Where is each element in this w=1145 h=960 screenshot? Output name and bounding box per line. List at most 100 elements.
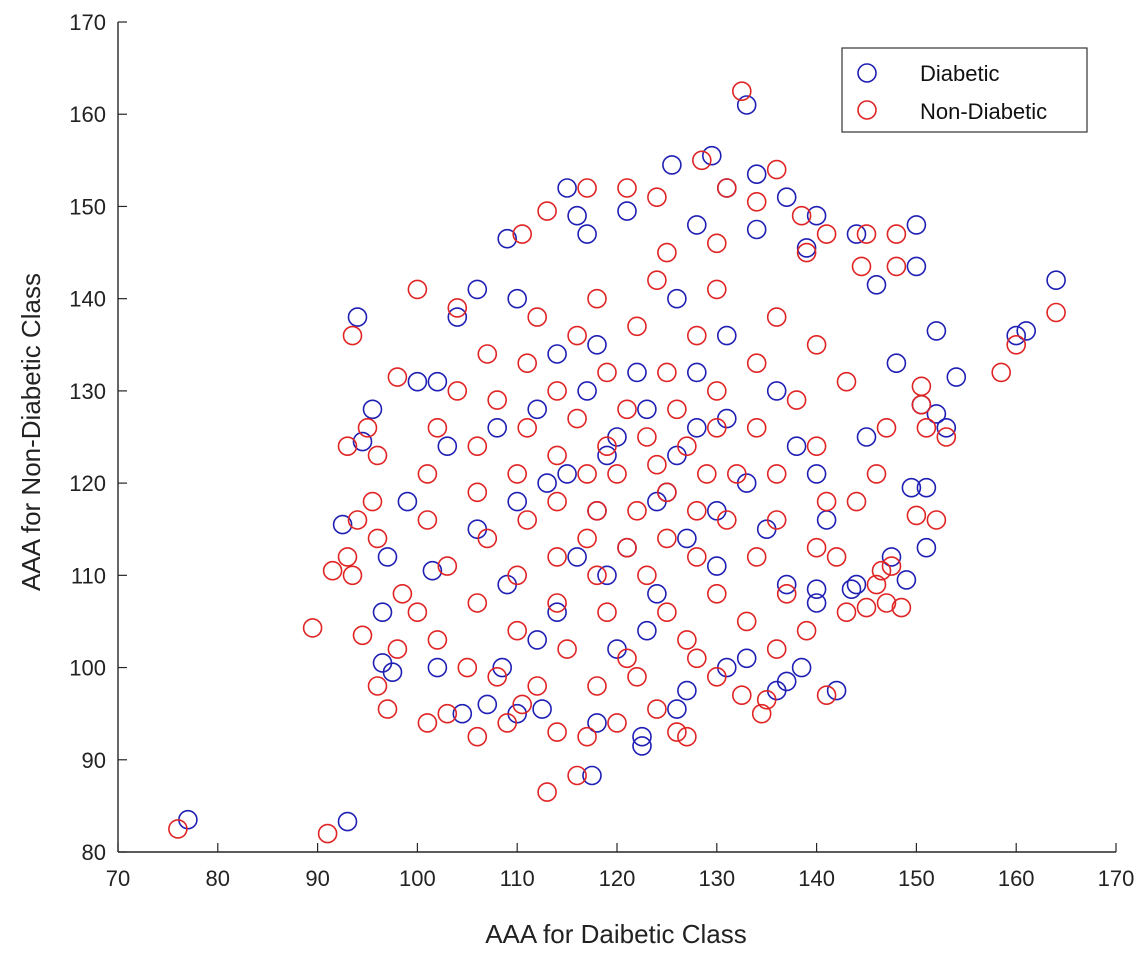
data-point [417, 713, 438, 733]
data-point [557, 639, 577, 659]
y-tick-label: 120 [69, 471, 106, 496]
data-point [527, 399, 548, 420]
data-point [746, 353, 767, 374]
data-point [806, 579, 827, 600]
data-point [567, 408, 587, 429]
data-point [806, 593, 827, 613]
data-point [497, 574, 518, 595]
data-point [607, 639, 627, 659]
data-point [362, 491, 383, 512]
data-point [577, 726, 597, 747]
x-tick-label: 110 [500, 866, 535, 891]
y-tick-label: 160 [69, 102, 106, 127]
data-point [806, 334, 827, 355]
data-point [856, 597, 877, 618]
data-point [706, 556, 727, 576]
data-point [577, 178, 597, 198]
data-point [856, 427, 877, 447]
data-point [527, 630, 548, 650]
data-point [836, 371, 857, 392]
data-point [836, 602, 857, 623]
data-point [706, 417, 727, 438]
data-point [467, 519, 488, 540]
x-tick-label: 120 [599, 866, 636, 891]
data-point [926, 404, 947, 424]
y-axis-title: AAA for Non-Diabetic Class [16, 273, 46, 591]
data-point [587, 565, 607, 586]
data-point [422, 560, 443, 581]
data-point [467, 593, 488, 613]
data-point [587, 334, 607, 355]
data-point [746, 219, 767, 240]
data-point [617, 201, 637, 221]
data-point [452, 703, 473, 724]
data-point [487, 417, 508, 438]
data-point [632, 736, 652, 756]
data-point [507, 464, 528, 484]
y-tick-label: 130 [69, 379, 106, 404]
series-non-diabetic [168, 81, 1066, 844]
data-point [477, 528, 498, 549]
data-point [886, 256, 907, 277]
data-point [587, 676, 607, 696]
data-point [716, 657, 737, 678]
data-point [716, 178, 737, 198]
data-point [567, 325, 587, 346]
data-point [886, 224, 907, 244]
data-point [607, 713, 627, 733]
data-point [901, 477, 922, 498]
data-point [577, 381, 597, 401]
data-point [537, 782, 557, 802]
data-point [826, 547, 847, 567]
data-point [322, 560, 343, 581]
y-tick-label: 150 [69, 194, 106, 219]
data-point [736, 611, 757, 632]
data-point [846, 574, 867, 595]
data-point [806, 205, 827, 226]
x-tick-label: 90 [305, 866, 329, 891]
legend-box [841, 47, 1088, 133]
data-point [597, 565, 617, 586]
data-point [991, 362, 1012, 383]
y-tick-label: 90 [82, 748, 106, 773]
data-point [766, 510, 787, 530]
x-tick-label: 150 [898, 866, 935, 891]
data-point [926, 510, 947, 530]
data-point [926, 321, 947, 341]
data-point [647, 454, 667, 475]
x-tick-label: 100 [399, 866, 436, 891]
data-point [1006, 334, 1027, 355]
data-point [512, 224, 533, 244]
y-tick-label: 110 [71, 563, 106, 588]
data-point [1046, 302, 1066, 323]
data-point [866, 464, 887, 484]
data-point [632, 726, 652, 747]
data-point [427, 417, 448, 438]
data-point [716, 325, 737, 346]
data-point [667, 722, 687, 742]
data-point [806, 537, 827, 558]
data-point [662, 155, 682, 175]
data-point [876, 417, 897, 438]
data-point [587, 500, 607, 521]
legend: Diabetic Non-Diabetic [841, 47, 1088, 133]
data-point [357, 417, 378, 438]
data-point [587, 288, 607, 309]
data-point [686, 325, 707, 346]
data-point [337, 811, 358, 832]
data-point [726, 464, 747, 484]
x-axis-title: AAA for Daibetic Class [485, 919, 747, 949]
x-tick-label: 160 [998, 866, 1035, 891]
data-point [796, 238, 817, 258]
data-point [382, 662, 403, 683]
data-point [387, 639, 408, 659]
data-point [686, 500, 707, 521]
data-point [532, 699, 552, 719]
x-axis: 70 80 90 100 110 120 130 140 150 160 170 [106, 843, 1134, 891]
data-point [1006, 325, 1027, 346]
data-point [437, 703, 458, 724]
data-point [791, 205, 812, 226]
data-point [362, 399, 383, 420]
data-point [911, 376, 932, 397]
